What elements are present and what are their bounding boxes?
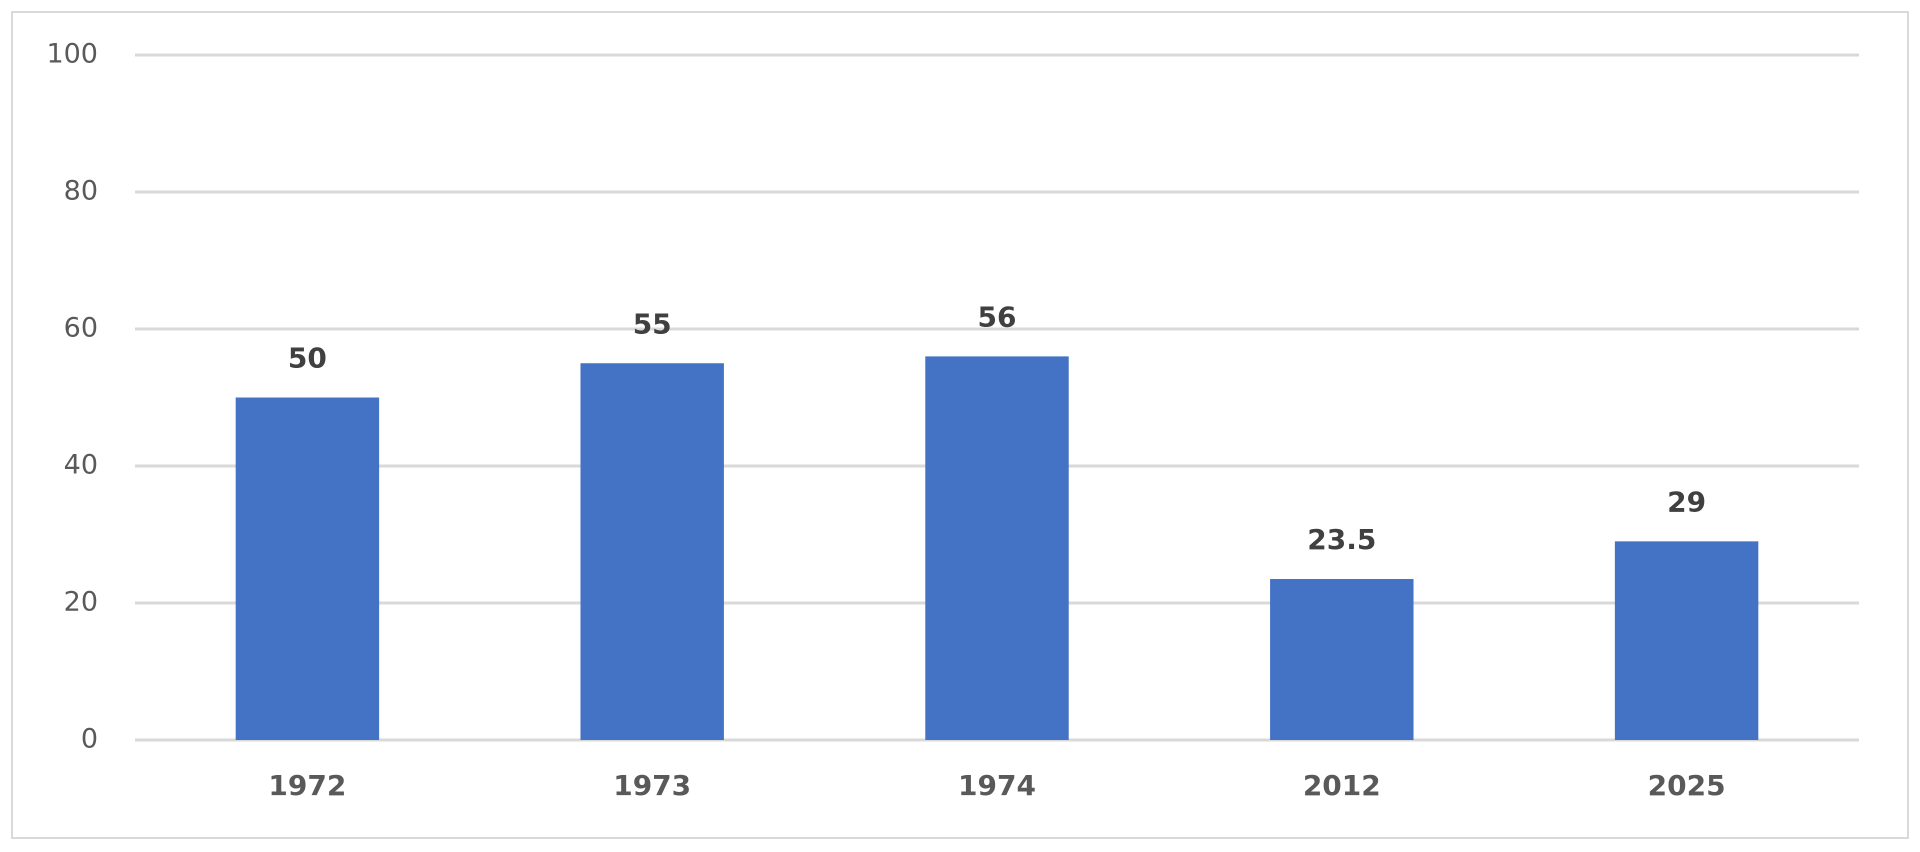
y-tick-label: 40: [64, 450, 98, 481]
y-tick-label: 60: [64, 313, 98, 344]
x-tick-label: 1972: [268, 769, 346, 802]
value-label: 29: [1667, 485, 1706, 518]
bar: [235, 397, 380, 740]
y-tick-label: 100: [46, 39, 98, 70]
bar: [580, 363, 724, 740]
value-label: 23.5: [1307, 523, 1376, 556]
value-label: 56: [978, 300, 1017, 333]
y-tick-label: 80: [64, 176, 98, 207]
x-tick-label: 2012: [1303, 769, 1381, 802]
value-label: 50: [288, 342, 327, 375]
value-label: 55: [633, 307, 672, 340]
bar: [925, 356, 1069, 740]
y-tick-label: 0: [81, 724, 98, 755]
x-tick-label: 1974: [958, 769, 1036, 802]
bar: [1614, 541, 1759, 740]
bar: [1270, 579, 1414, 740]
y-tick-label: 20: [64, 587, 98, 618]
x-tick-label: 2025: [1648, 769, 1726, 802]
x-tick-label: 1973: [613, 769, 691, 802]
